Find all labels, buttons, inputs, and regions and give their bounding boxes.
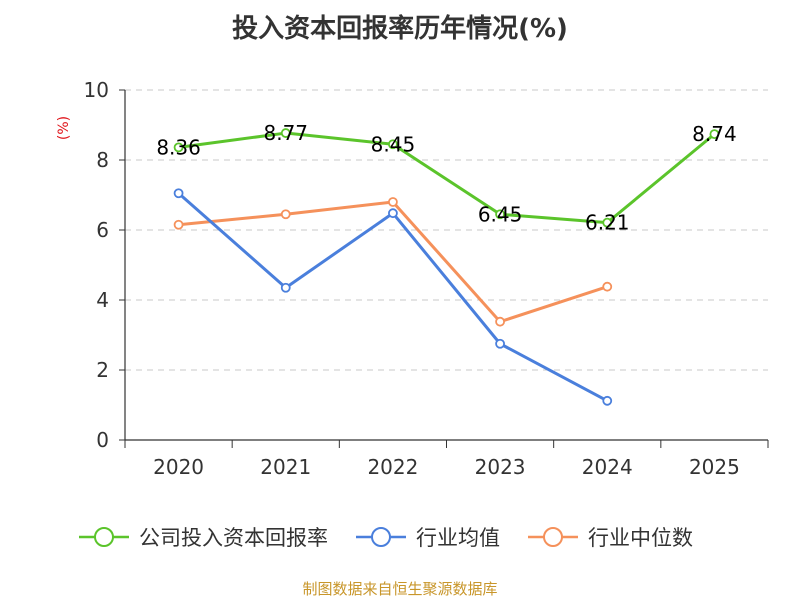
chart-title: 投入资本回报率历年情况(%) xyxy=(232,14,568,44)
data-point xyxy=(388,139,398,150)
x-tick-label: 2024 xyxy=(582,455,633,479)
x-tick-label: 2023 xyxy=(475,455,526,479)
x-tick-label: 2025 xyxy=(689,455,740,479)
y-tick-label: 2 xyxy=(96,358,109,382)
y-tick-label: 4 xyxy=(96,288,109,312)
y-tick-label: 6 xyxy=(96,218,109,242)
data-point xyxy=(280,209,291,220)
data-label: 8.74 xyxy=(692,122,737,146)
data-point xyxy=(602,281,613,292)
y-tick-label: 10 xyxy=(84,78,109,102)
data-point xyxy=(495,338,505,349)
data-point xyxy=(602,395,613,406)
data-point xyxy=(280,282,291,293)
data-point xyxy=(173,188,184,199)
legend-swatch-marker xyxy=(543,527,563,547)
legend-entry: 行业中位数 xyxy=(588,526,693,550)
x-tick-label: 2021 xyxy=(260,455,311,479)
data-label: 8.36 xyxy=(156,135,201,159)
series-line xyxy=(178,200,608,324)
data-point xyxy=(709,129,720,140)
data-point xyxy=(388,197,398,207)
source-note: 制图数据来自恒生聚源数据库 xyxy=(302,580,498,598)
data-label: 6.45 xyxy=(478,202,523,226)
series-line xyxy=(178,131,716,225)
x-tick-label: 2020 xyxy=(153,455,204,479)
data-point xyxy=(173,142,184,153)
y-tick-label: 8 xyxy=(96,148,109,172)
data-point xyxy=(602,217,613,228)
data-point xyxy=(173,219,184,230)
data-point xyxy=(495,316,505,327)
data-label: 6.21 xyxy=(585,211,630,235)
y-tick-label: 0 xyxy=(96,428,109,452)
legend-swatch-marker xyxy=(94,527,114,547)
x-tick-label: 2022 xyxy=(367,455,418,479)
data-point xyxy=(495,209,505,220)
y-axis-label: (%) xyxy=(56,116,72,140)
data-point xyxy=(388,208,398,219)
legend-entry: 行业均值 xyxy=(416,526,500,550)
data-point xyxy=(280,128,291,138)
legend-entry: 公司投入资本回报率 xyxy=(139,526,328,550)
data-label: 8.77 xyxy=(263,121,308,145)
legend-swatch-marker xyxy=(371,527,391,547)
data-label: 8.45 xyxy=(371,132,416,156)
